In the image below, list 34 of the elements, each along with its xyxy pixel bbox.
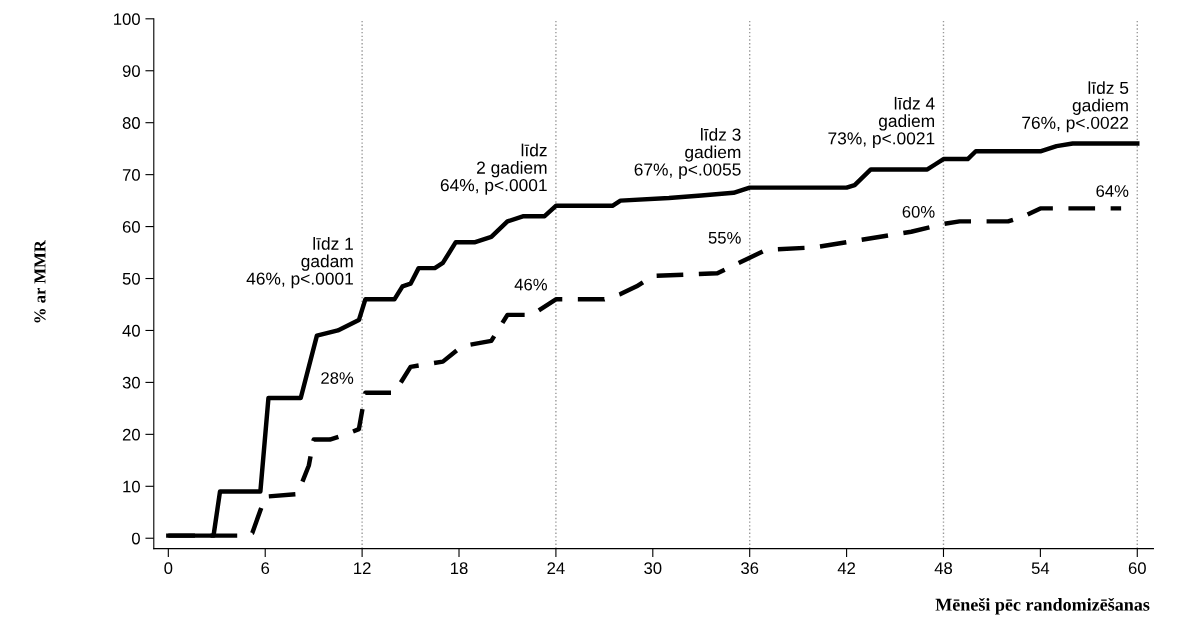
x-tick-label: 48	[934, 562, 953, 575]
x-tick-label: 6	[261, 562, 270, 575]
y-tick-label: 40	[122, 324, 140, 337]
x-tick-label: 24	[547, 562, 565, 574]
x-tick-label: 54	[1031, 562, 1050, 575]
y-tick-label: 90	[122, 65, 140, 77]
annotation: 46%	[514, 278, 547, 291]
x-axis-title: Mēneši pēc randomizēšanas	[935, 597, 1150, 615]
annotation: līdz 4 gadiem 73%, p<.0021	[828, 96, 935, 148]
x-tick-label: 0	[164, 562, 173, 575]
y-tick-label: 30	[122, 376, 140, 389]
annotation: līdz 2 gadiem 64%, p<.0001	[440, 143, 547, 195]
x-tick-label: 42	[837, 562, 856, 574]
y-tick-label: 10	[123, 480, 140, 493]
annotation: 28%	[321, 372, 354, 384]
annotation: 64%	[1096, 185, 1129, 197]
y-tick-label: 20	[122, 428, 140, 441]
annotation: 55%	[708, 231, 741, 244]
x-tick-label: 60	[1128, 562, 1146, 575]
x-tick-label: 18	[451, 562, 468, 575]
annotation: līdz 1 gadam 46%, p<.0001	[246, 237, 353, 289]
x-tick-label: 12	[354, 562, 371, 574]
annotation: līdz 3 gadiem 67%, p<.0055	[634, 128, 741, 180]
y-tick-label: 0	[131, 532, 140, 545]
y-tick-label: 70	[122, 169, 140, 181]
x-tick-label: 36	[741, 562, 759, 575]
y-tick-label: 50	[122, 272, 140, 285]
x-tick-label: 30	[644, 562, 662, 575]
y-tick-label: 80	[122, 117, 140, 129]
y-axis-title: % ar MMR	[34, 240, 46, 323]
annotation: līdz 5 gadiem 76%, p<.0022	[1022, 81, 1129, 133]
annotation: 60%	[902, 205, 935, 218]
y-tick-label: 60	[122, 220, 140, 233]
y-tick-label: 100	[114, 13, 140, 26]
